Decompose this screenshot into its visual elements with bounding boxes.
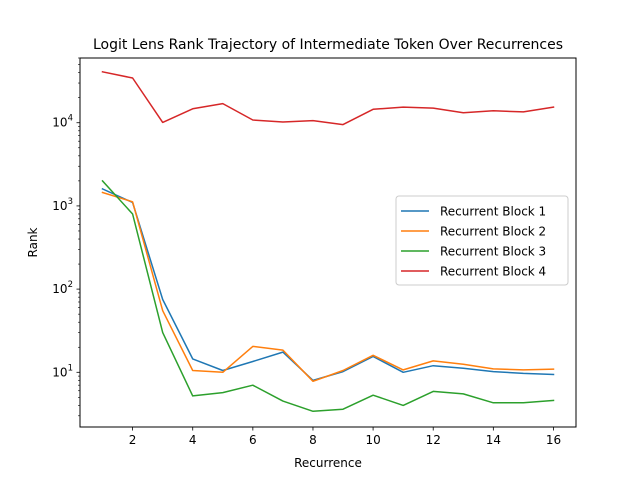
series-layer (101, 70, 555, 413)
x-tick-label: 6 (249, 433, 257, 447)
x-tick-label: 2 (129, 433, 137, 447)
y-axis-label: Rank (26, 227, 40, 257)
series-line-4 (101, 70, 555, 126)
legend-label-1: Recurrent Block 1 (440, 205, 546, 219)
legend-label-2: Recurrent Block 2 (440, 225, 546, 239)
series-line-3 (101, 179, 555, 413)
legend-label-4: Recurrent Block 4 (440, 265, 546, 279)
legend-label-3: Recurrent Block 3 (440, 245, 546, 259)
y-tick-label: 102 (52, 280, 73, 296)
legend: Recurrent Block 1 Recurrent Block 2 Recurr… (395, 195, 569, 286)
x-tick-label: 8 (309, 433, 317, 447)
y-axis: 101 102 103 104 (52, 57, 80, 417)
x-tick-label: 12 (426, 433, 441, 447)
y-tick-label: 101 (52, 363, 73, 379)
legend-frame (395, 195, 569, 286)
x-tick-label: 10 (365, 433, 380, 447)
x-tick-label: 4 (189, 433, 197, 447)
plot-frame (79, 57, 577, 428)
y-tick-label: 104 (52, 114, 73, 130)
series-line-2 (101, 191, 555, 383)
y-tick-label: 103 (52, 197, 73, 213)
x-tick-label: 16 (546, 433, 561, 447)
x-axis: 2 4 6 8 10 12 14 16 (129, 427, 561, 447)
x-tick-label: 14 (486, 433, 501, 447)
chart-title: Logit Lens Rank Trajectory of Intermedia… (93, 37, 563, 53)
x-axis-label: Recurrence (294, 456, 362, 470)
